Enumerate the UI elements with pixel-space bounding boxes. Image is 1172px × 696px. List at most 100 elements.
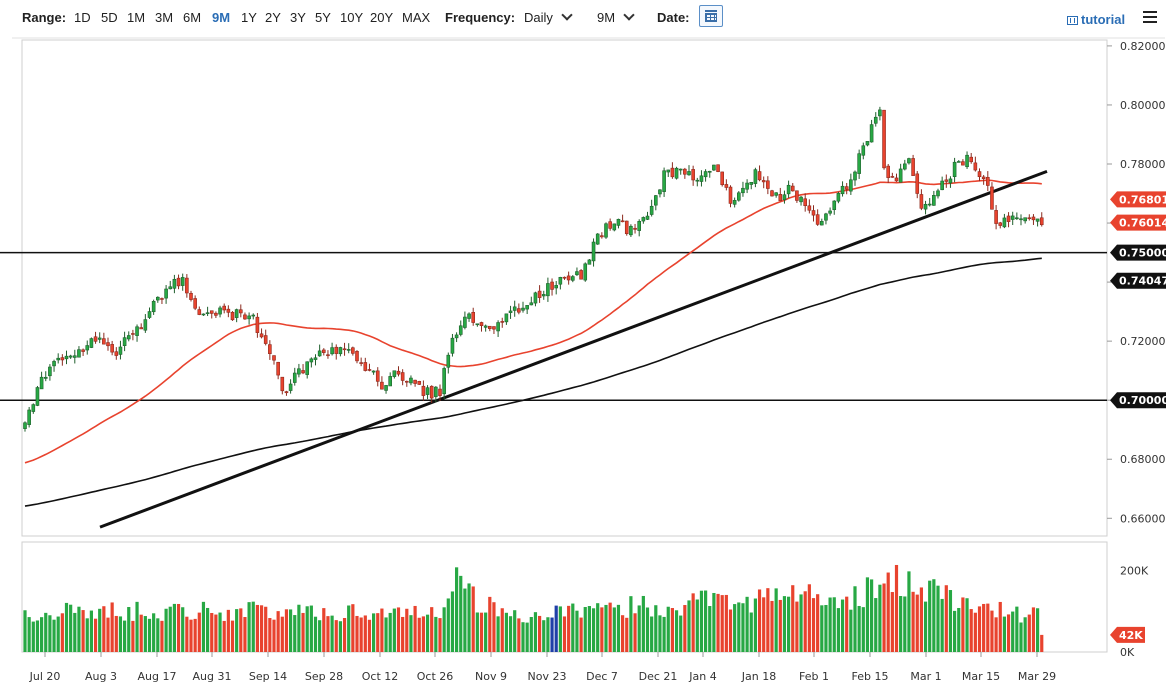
- range-2y-button[interactable]: 2Y: [265, 10, 281, 25]
- volume-bar: [110, 602, 114, 652]
- candle-body: [819, 221, 824, 226]
- candle-body: [562, 276, 567, 279]
- range-10y-button[interactable]: 10Y: [340, 10, 364, 25]
- volume-bar: [48, 615, 52, 652]
- range-5y-button[interactable]: 5Y: [315, 10, 331, 25]
- candle-body: [268, 344, 272, 355]
- candle-body: [521, 307, 525, 311]
- volume-bar: [488, 596, 492, 652]
- volume-bar: [695, 599, 699, 652]
- volume-bar: [450, 591, 455, 652]
- candle-body: [666, 169, 671, 173]
- range-3m-button[interactable]: 3M: [155, 10, 174, 25]
- volume-bar: [289, 609, 293, 652]
- candle-body: [844, 186, 849, 190]
- volume-bar: [621, 615, 625, 652]
- menu-icon[interactable]: [1143, 11, 1157, 23]
- volume-bar: [558, 606, 562, 652]
- volume-bar: [799, 594, 803, 652]
- volume-bar: [77, 606, 81, 652]
- volume-bar: [923, 601, 928, 652]
- volume-bar: [973, 612, 977, 652]
- volume-bar: [463, 588, 467, 652]
- volume-bar: [936, 585, 940, 652]
- candle-body: [948, 178, 953, 184]
- volume-bar: [206, 607, 210, 652]
- candle-body: [952, 161, 957, 177]
- candle-body: [508, 310, 513, 313]
- x-tick-label: Mar 29: [1018, 670, 1056, 683]
- volume-bar: [625, 617, 629, 652]
- volume-bar: [251, 601, 255, 652]
- volume-bar: [508, 616, 513, 652]
- candle-body: [504, 313, 509, 323]
- candle-body: [595, 233, 600, 245]
- period-select[interactable]: 9M: [597, 9, 635, 27]
- volume-bar: [1006, 614, 1011, 652]
- candle-body: [815, 214, 820, 225]
- candle-body: [956, 161, 961, 163]
- candle-body: [836, 193, 841, 202]
- range-6m-button[interactable]: 6M: [183, 10, 202, 25]
- volume-bar: [666, 606, 670, 652]
- volume-bar: [687, 600, 691, 652]
- volume-bar: [118, 616, 123, 652]
- volume-bar: [567, 605, 571, 652]
- range-20y-button[interactable]: 20Y: [370, 10, 394, 25]
- candle-body: [579, 270, 583, 280]
- candle-body: [409, 377, 413, 384]
- volume-bar: [210, 612, 214, 652]
- volume-bar: [272, 619, 276, 652]
- range-9m-button[interactable]: 9M: [212, 10, 231, 25]
- tutorial-link[interactable]: tutorial: [1067, 12, 1125, 27]
- candle-body: [276, 361, 280, 376]
- range-5d-button[interactable]: 5D: [101, 10, 118, 25]
- volume-bar: [579, 617, 583, 652]
- range-max-button[interactable]: MAX: [402, 10, 431, 25]
- volume-bar: [230, 620, 235, 652]
- range-1y-button[interactable]: 1Y: [241, 10, 257, 25]
- candle-body: [429, 385, 434, 399]
- candle-body: [193, 298, 197, 309]
- range-3y-button[interactable]: 3Y: [290, 10, 306, 25]
- volume-bar: [990, 610, 994, 652]
- volume-bar: [342, 618, 347, 652]
- volume-bar: [413, 605, 417, 652]
- volume-bar: [795, 601, 799, 652]
- candle-body: [832, 200, 837, 210]
- frequency-value: Daily: [524, 10, 553, 25]
- y-tick-label: 0.82000: [1120, 40, 1166, 53]
- candle-body: [380, 381, 384, 390]
- x-tick-label: Feb 1: [799, 670, 829, 683]
- volume-bar: [903, 596, 907, 652]
- frequency-select[interactable]: Daily: [524, 9, 573, 27]
- volume-bar: [907, 571, 911, 652]
- volume-bar: [674, 610, 679, 652]
- candle-body: [517, 308, 521, 313]
- volume-bar: [583, 607, 587, 652]
- candle-body: [205, 312, 210, 314]
- candle-body: [255, 316, 260, 333]
- volume-bar: [164, 608, 168, 652]
- volume-bar: [301, 612, 305, 652]
- volume-bar: [284, 609, 289, 652]
- volume-bar: [222, 620, 226, 652]
- candle-body: [707, 170, 712, 173]
- calendar-button[interactable]: [699, 5, 723, 27]
- candle-body: [396, 370, 401, 375]
- volume-bar: [728, 609, 733, 652]
- volume-bar: [899, 596, 903, 652]
- range-1m-button[interactable]: 1M: [127, 10, 146, 25]
- candle-body: [305, 361, 310, 375]
- candle-body: [1006, 215, 1011, 222]
- candle-body: [118, 346, 123, 355]
- range-1d-button[interactable]: 1D: [74, 10, 91, 25]
- candle-body: [716, 164, 720, 172]
- candle-body: [898, 168, 903, 183]
- volume-bar: [533, 612, 538, 652]
- price-badge-label: 0.70000: [1119, 394, 1169, 407]
- volume-bar: [81, 610, 85, 652]
- candle-body: [131, 333, 135, 335]
- candle-body: [923, 203, 928, 210]
